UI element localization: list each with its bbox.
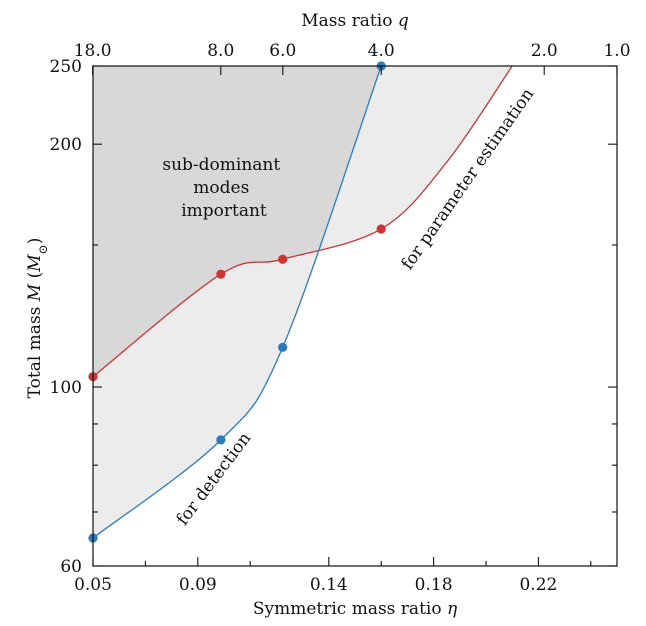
top-tick-label: 1.0 (603, 41, 630, 61)
x-tick-label: 0.18 (415, 575, 453, 595)
data-point-red (278, 254, 288, 264)
region-subdominant-important (93, 66, 382, 377)
x-tick-label: 0.05 (74, 575, 112, 595)
top-tick-label: 4.0 (368, 41, 395, 61)
top-tick-label: 18.0 (74, 41, 112, 61)
top-axis-title: Mass ratio q (301, 11, 409, 31)
top-tick-label: 6.0 (269, 41, 296, 61)
y-tick-label: 250 (50, 57, 82, 77)
data-point-red (216, 269, 226, 279)
data-point-blue (278, 342, 288, 352)
x-tick-label: 0.22 (519, 575, 557, 595)
annotation-subdominant-modes: sub-dominant modes important (162, 155, 285, 221)
y-tick-label: 200 (50, 135, 82, 155)
top-tick-label: 8.0 (207, 41, 234, 61)
x-tick-label: 0.14 (310, 575, 348, 595)
x-tick-label: 0.09 (179, 575, 217, 595)
y-tick-label: 100 (50, 378, 82, 398)
data-point-red (376, 224, 386, 234)
annotation-line-1: sub-dominant (162, 155, 280, 175)
series-line-detection (92, 65, 382, 539)
data-point-blue (216, 435, 226, 445)
top-tick-label: 2.0 (531, 41, 558, 61)
y-tick-label: 60 (60, 557, 82, 577)
annotation-line-2: modes (193, 178, 249, 198)
plot-frame (92, 65, 618, 567)
annotation-line-3: important (181, 201, 267, 221)
y-axis-title: Total mass M (M⊙) (25, 238, 50, 399)
x-axis-title: Symmetric mass ratio η (253, 599, 458, 619)
series-line-parameter-estimation (92, 65, 513, 378)
